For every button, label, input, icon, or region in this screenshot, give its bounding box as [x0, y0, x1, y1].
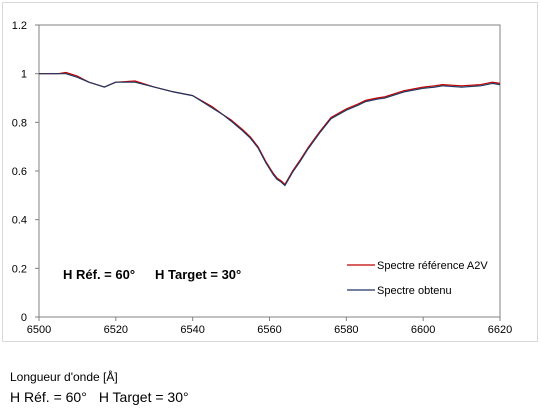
x-tick-label: 6560 [257, 324, 281, 336]
legend-label: Spectre obtenu [377, 285, 452, 297]
series-line-obtained [39, 73, 501, 187]
line-chart: 0 0.2 0.4 0.6 0.8 1 1.2 6500 6520 6540 6560 6580 660… [12, 20, 513, 336]
x-tick-label: 6540 [180, 324, 204, 336]
y-tick-label: 0.2 [12, 263, 27, 275]
plot-annotation-ref: H Réf. = 60° [63, 267, 135, 282]
x-tick-label: 6500 [27, 324, 51, 336]
plot-annotation: H Réf. = 60° H Target = 30° [63, 267, 241, 282]
y-tick-label: 0.8 [12, 117, 27, 129]
legend-label: Spectre référence A2V [377, 260, 488, 272]
bottom-note: H Réf. = 60° H Target = 30° [10, 389, 201, 405]
chart-frame: 0 0.2 0.4 0.6 0.8 1 1.2 6500 6520 6540 6560 6580 660… [2, 2, 538, 342]
bottom-note-ref: H Réf. = 60° [10, 389, 87, 405]
x-axis-label: Longueur d'onde [Å] [10, 370, 118, 384]
y-tick-label: 0 [21, 312, 27, 324]
x-tick-label: 6580 [334, 324, 358, 336]
x-tick-label: 6620 [488, 324, 512, 336]
y-tick-label: 0.6 [12, 166, 27, 178]
y-tick-label: 1.2 [12, 20, 27, 32]
x-tick-label: 6520 [104, 324, 128, 336]
x-tick-label: 6600 [411, 324, 435, 336]
bottom-note-target: H Target = 30° [98, 389, 189, 405]
plot-annotation-target: H Target = 30° [155, 267, 241, 282]
y-tick-label: 1 [21, 69, 27, 81]
y-tick-label: 0.4 [12, 215, 27, 227]
